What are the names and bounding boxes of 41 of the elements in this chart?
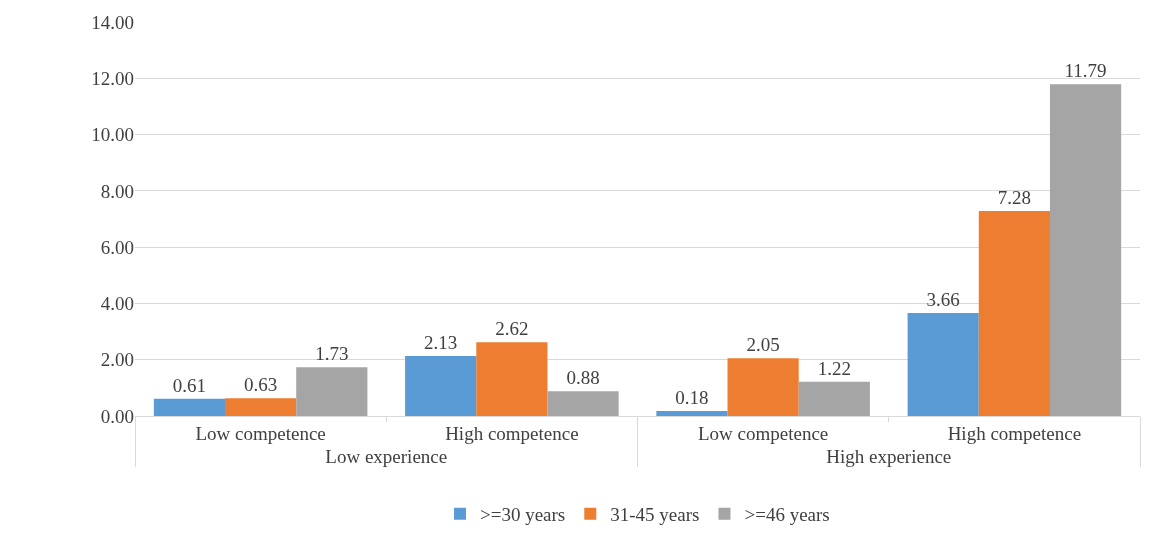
bar <box>547 391 619 416</box>
bar <box>405 356 477 416</box>
data-label: 0.18 <box>675 386 709 408</box>
bar <box>907 313 979 416</box>
y-tick-label: 8.00 <box>100 180 134 202</box>
data-label: 0.61 <box>172 374 207 396</box>
bar <box>727 358 799 416</box>
y-tick-label: 14.00 <box>91 11 134 33</box>
y-tick-label: 2.00 <box>100 349 134 371</box>
data-label: 1.22 <box>817 357 851 379</box>
bar <box>656 410 728 416</box>
data-label: 2.13 <box>424 332 458 354</box>
x-tick-label: High competence <box>445 422 579 444</box>
text: High experience <box>826 445 952 467</box>
bar <box>798 381 870 416</box>
data-label: 0.63 <box>244 374 278 396</box>
bar <box>1049 84 1122 416</box>
y-tick-label: 12.00 <box>91 67 134 89</box>
data-label: 7.28 <box>997 187 1031 209</box>
data-label: 2.62 <box>495 318 529 340</box>
legend-label: 31-45 years <box>610 504 700 526</box>
bar <box>296 367 368 416</box>
data-label: 3.66 <box>926 289 960 310</box>
legend-label: >=46 years <box>744 504 830 526</box>
data-label: 1.73 <box>315 343 349 365</box>
x-tick-label: Low competence <box>195 422 326 444</box>
data-label: 11.79 <box>1064 60 1107 82</box>
data-label: 0.88 <box>566 367 600 389</box>
y-tick-label: 6.00 <box>100 236 134 258</box>
bar <box>978 211 1050 416</box>
y-tick-label: 0.00 <box>100 405 134 427</box>
x-tick-label: High competence <box>947 422 1082 444</box>
bar <box>153 398 226 416</box>
bar <box>225 398 297 416</box>
y-tick-label: 10.00 <box>91 124 134 146</box>
x-tick-label: Low competence <box>697 422 829 444</box>
bar <box>476 342 548 416</box>
text: Low experience <box>325 445 448 467</box>
y-tick-label: 4.00 <box>100 293 134 315</box>
legend-label: >=30 years <box>480 504 566 526</box>
data-label: 2.05 <box>746 334 780 356</box>
